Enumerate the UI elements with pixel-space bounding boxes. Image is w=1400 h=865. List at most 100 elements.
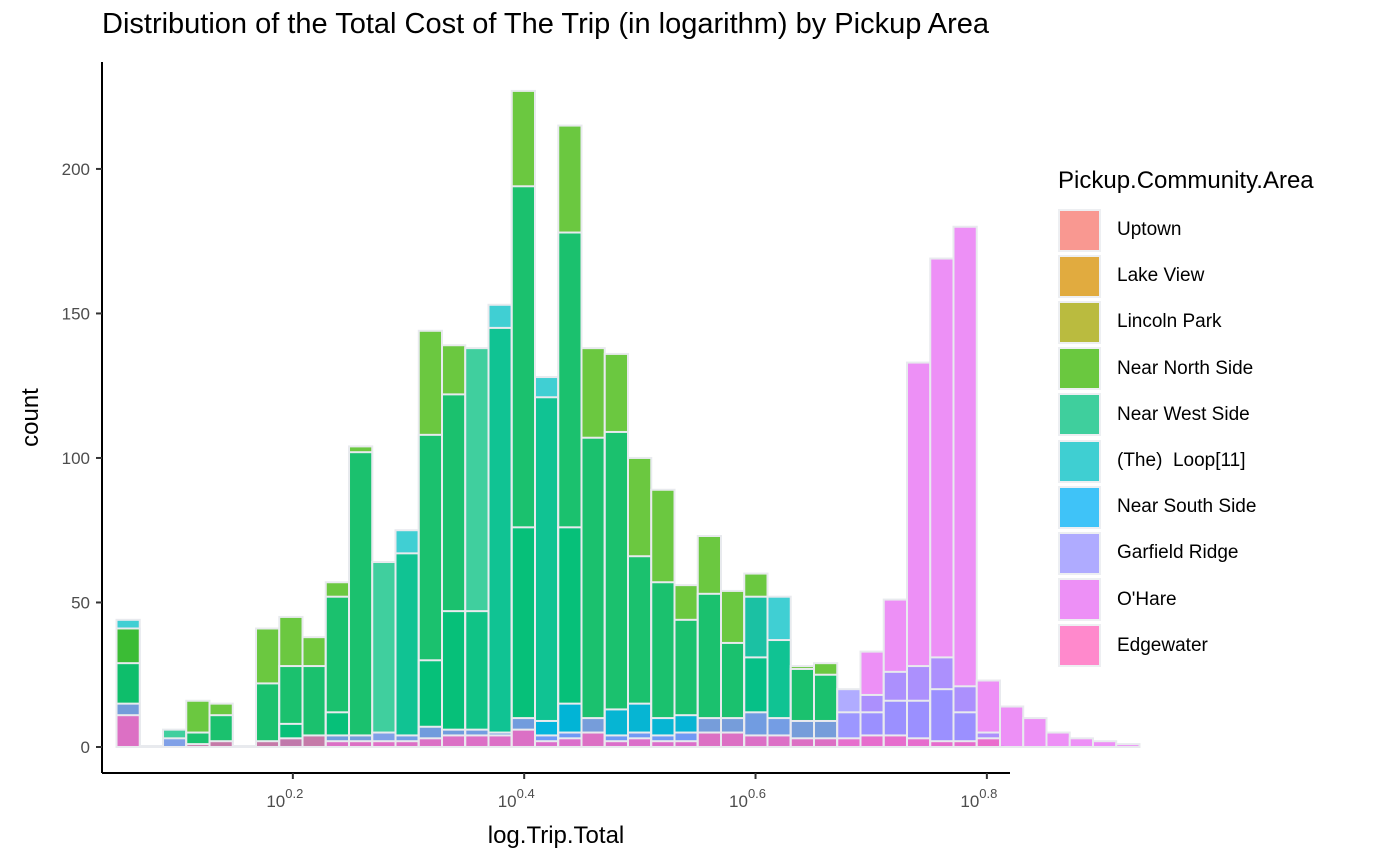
histogram-bar xyxy=(1115,743,1141,748)
histogram-bar xyxy=(394,552,420,748)
histogram-bar xyxy=(185,743,211,748)
histogram-bar xyxy=(789,737,815,748)
x-tick-label: 100.2 xyxy=(266,786,303,811)
legend-label: O'Hare xyxy=(1117,588,1177,610)
y-tick-label: 100 xyxy=(62,449,90,468)
histogram-bar xyxy=(1022,717,1048,748)
histogram-bar xyxy=(348,451,374,748)
legend-title: Pickup.Community.Area xyxy=(1058,167,1314,194)
x-tick-label: 100.6 xyxy=(729,786,766,811)
histogram-bar xyxy=(441,610,467,748)
histogram-bar xyxy=(371,740,397,748)
histogram-bar xyxy=(1068,737,1094,748)
histogram-bar xyxy=(905,737,932,748)
histogram-bar xyxy=(603,430,630,748)
legend-item-edgewater: Edgewater xyxy=(1058,623,1314,669)
histogram-bar xyxy=(348,740,374,748)
legend-swatch xyxy=(1058,624,1101,668)
histogram-bar-empty xyxy=(232,744,257,748)
histogram-bar xyxy=(557,737,583,748)
legend-label: Near North Side xyxy=(1117,357,1254,379)
legend-label: Lincoln Park xyxy=(1117,311,1222,333)
legend-item-near-south-side: Near South Side xyxy=(1058,484,1314,530)
histogram-bar xyxy=(417,737,444,748)
histogram-bar xyxy=(441,734,467,748)
legend-swatch xyxy=(1058,347,1101,391)
histogram-bar xyxy=(812,737,839,748)
legend-swatch xyxy=(1058,578,1101,622)
histogram-bar xyxy=(952,225,978,748)
histogram-bar xyxy=(836,737,862,748)
y-tick-label: 150 xyxy=(62,304,90,323)
legend-swatch xyxy=(1058,300,1101,344)
legend-item-ohare: O'Hare xyxy=(1058,577,1314,623)
histogram-bar xyxy=(208,740,234,748)
histogram-bar xyxy=(394,740,420,748)
legend-swatch xyxy=(1058,393,1101,437)
legend-swatch xyxy=(1058,439,1101,483)
histogram-bar xyxy=(255,682,281,748)
legend-swatch xyxy=(1058,531,1101,575)
y-tick-label: 50 xyxy=(71,593,90,612)
histogram-bar xyxy=(324,740,351,748)
histogram-bar xyxy=(743,734,769,748)
legend-label: Garfield Ridge xyxy=(1117,542,1239,564)
histogram-bar xyxy=(255,740,281,748)
histogram-bar xyxy=(766,734,792,748)
legend-label: (The) Loop[11] xyxy=(1117,450,1246,472)
histogram-bar xyxy=(929,740,955,748)
legend-label: Edgewater xyxy=(1117,634,1208,656)
legend-item-near-west-side: Near West Side xyxy=(1058,392,1314,438)
histogram-bar xyxy=(580,731,606,748)
histogram-bar xyxy=(603,740,630,748)
histogram-bar xyxy=(929,688,955,748)
histogram-bar xyxy=(952,740,978,748)
histogram-bar xyxy=(975,737,1001,748)
legend-swatch xyxy=(1058,208,1101,252)
chart-title: Distribution of the Total Cost of The Tr… xyxy=(102,8,990,40)
legend-item-uptown: Uptown xyxy=(1058,207,1314,253)
histogram-bar xyxy=(1045,731,1071,748)
x-tick-label: 100.8 xyxy=(960,786,997,811)
legend-item-garfield-ridge: Garfield Ridge xyxy=(1058,530,1314,576)
histogram-bar xyxy=(534,396,560,748)
histogram-bar xyxy=(696,731,723,748)
histogram-bar xyxy=(162,737,188,748)
legend-swatch xyxy=(1058,254,1101,298)
legend-item-the-loop: (The) Loop[11] xyxy=(1058,438,1314,484)
histogram-bar xyxy=(487,326,513,748)
legend-label: Lake View xyxy=(1117,265,1205,287)
histogram-bar xyxy=(278,737,304,748)
histogram-bar xyxy=(301,734,327,748)
legend-item-near-north-side: Near North Side xyxy=(1058,346,1314,392)
histogram-bar xyxy=(580,436,606,748)
histogram-bar xyxy=(464,734,490,748)
y-tick-label: 0 xyxy=(81,738,90,757)
histogram-bar xyxy=(510,526,537,748)
legend-label: Uptown xyxy=(1117,219,1182,241)
histogram-bar xyxy=(859,734,885,748)
legend-swatch xyxy=(1058,485,1101,529)
legend-item-lake-view: Lake View xyxy=(1058,253,1314,299)
histogram-bar xyxy=(998,705,1025,748)
x-axis-title: log.Trip.Total xyxy=(488,822,625,849)
histogram-bar xyxy=(487,734,513,748)
histogram-bar xyxy=(1091,740,1118,748)
legend: Pickup.Community.Area Uptown Lake View L… xyxy=(1058,167,1314,669)
histogram-bar xyxy=(115,714,141,748)
legend-label: Near South Side xyxy=(1117,496,1257,518)
histogram-bar xyxy=(510,728,537,748)
y-axis-title: count xyxy=(17,388,44,447)
histogram-bar xyxy=(464,610,490,748)
histogram-bar xyxy=(627,737,653,748)
histogram-bar xyxy=(882,734,908,748)
histogram-bar xyxy=(371,561,397,748)
histogram-bar xyxy=(534,740,560,748)
histogram-bar xyxy=(720,731,746,748)
x-tick-label: 100.4 xyxy=(498,786,535,811)
histogram-bar xyxy=(673,740,699,748)
histogram-bar xyxy=(650,740,676,748)
legend-item-lincoln-park: Lincoln Park xyxy=(1058,299,1314,345)
y-tick-label: 200 xyxy=(62,160,90,179)
